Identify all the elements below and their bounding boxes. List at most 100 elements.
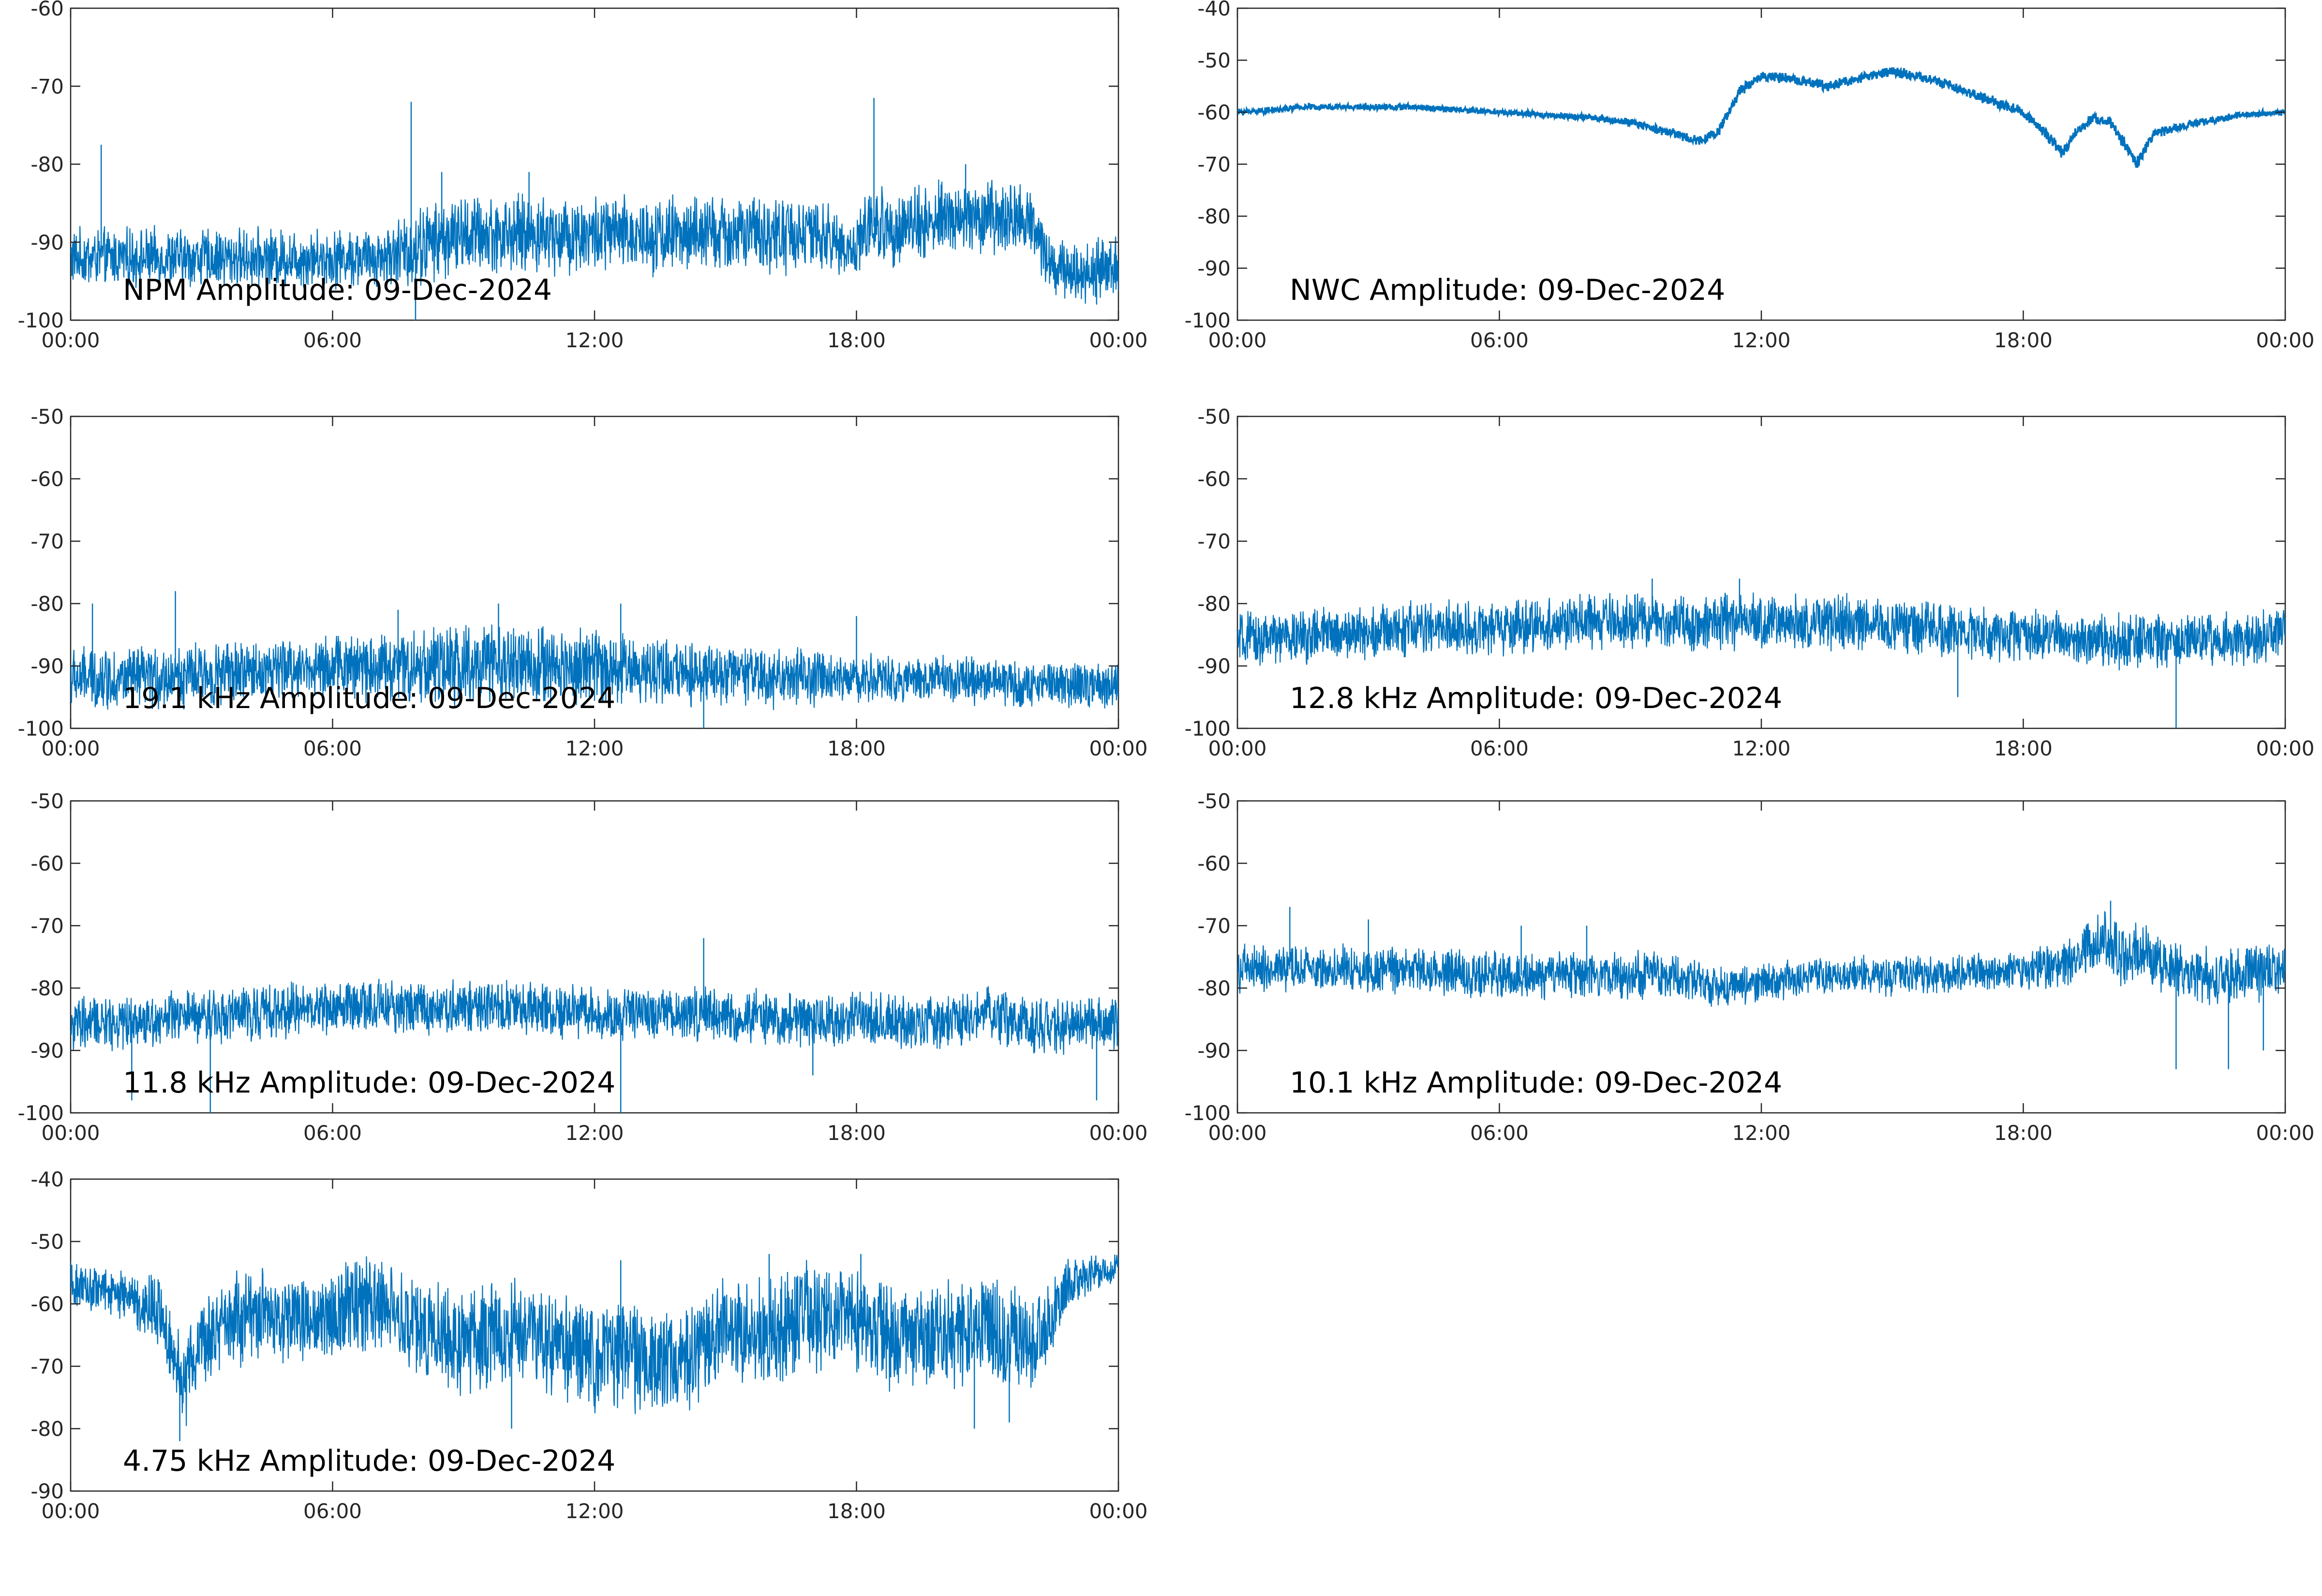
y-tick-label: -100 [1185, 717, 1231, 740]
y-tick-label: -100 [1185, 309, 1231, 332]
chart-title: 10.1 kHz Amplitude: 09-Dec-2024 [1290, 1066, 1782, 1100]
y-tick-label: -100 [1185, 1101, 1231, 1125]
chart-panel-3: 00:00 06:00 12:00 18:00 00:00-100-90-80-70-6… [18, 405, 1148, 760]
y-tick-label: -70 [30, 914, 64, 938]
axes-box [70, 800, 1119, 1114]
data-trace [71, 978, 1118, 1055]
x-tick-label: 06:00 [303, 328, 362, 352]
x-tick-label: 00:00 [2256, 1121, 2314, 1145]
data-trace [71, 179, 1118, 304]
x-tick-label: 06:00 [1470, 737, 1529, 760]
x-tick-label: 18:00 [827, 1121, 886, 1145]
x-tick-label: 00:00 [2256, 328, 2314, 352]
y-tick-label: -60 [1197, 101, 1231, 124]
x-tick-label: 12:00 [565, 737, 624, 760]
y-tick-label: -80 [30, 976, 64, 1000]
x-tick-label: 12:00 [565, 328, 624, 352]
x-tick-label: 00:00 [1208, 328, 1266, 352]
x-tick-label: 12:00 [1732, 1121, 1790, 1145]
y-tick-label: -90 [30, 1479, 64, 1503]
y-tick-label: -60 [30, 1292, 64, 1316]
y-tick-label: -50 [30, 405, 64, 429]
y-tick-label: -50 [30, 789, 64, 813]
axes-box [1236, 415, 2286, 729]
y-tick-label: -100 [18, 1101, 64, 1125]
y-tick-label: -40 [1197, 0, 1231, 20]
y-tick-label: -80 [30, 153, 64, 177]
y-tick-label: -80 [1197, 592, 1231, 616]
x-tick-label: 00:00 [1089, 328, 1147, 352]
x-tick-label: 00:00 [1208, 1121, 1266, 1145]
y-tick-label: -100 [18, 309, 64, 332]
x-tick-label: 12:00 [1732, 737, 1790, 760]
axes-box [1236, 800, 2286, 1114]
y-tick-label: -60 [30, 467, 64, 491]
y-tick-label: -60 [30, 852, 64, 875]
x-tick-label: 00:00 [41, 1121, 100, 1145]
x-tick-label: 06:00 [1470, 328, 1529, 352]
chart-title: 4.75 kHz Amplitude: 09-Dec-2024 [123, 1444, 615, 1478]
y-tick-label: -70 [1197, 914, 1231, 938]
y-tick-label: -60 [30, 0, 64, 20]
y-tick-label: -90 [1197, 654, 1231, 678]
y-tick-label: -50 [30, 1230, 64, 1254]
y-tick-label: -50 [1197, 789, 1231, 813]
x-tick-label: 12:00 [565, 1499, 624, 1523]
x-tick-label: 00:00 [1089, 737, 1147, 760]
x-tick-label: 00:00 [41, 328, 100, 352]
axes-box [1236, 7, 2286, 321]
x-tick-label: 06:00 [1470, 1121, 1529, 1145]
x-tick-label: 00:00 [1089, 1121, 1147, 1145]
x-tick-label: 12:00 [1732, 328, 1790, 352]
y-tick-label: -50 [1197, 405, 1231, 429]
x-tick-label: 12:00 [565, 1121, 624, 1145]
x-tick-label: 00:00 [2256, 737, 2314, 760]
y-tick-label: -70 [30, 74, 64, 98]
y-tick-label: -80 [30, 592, 64, 616]
data-trace [71, 1254, 1118, 1426]
x-tick-label: 00:00 [41, 1499, 100, 1523]
chart-panel-7: 00:00 06:00 12:00 18:00 00:00-90-80-70-60-50… [30, 1167, 1147, 1523]
y-tick-label: -90 [1197, 257, 1231, 281]
y-tick-label: -70 [1197, 153, 1231, 177]
y-tick-label: -100 [18, 717, 64, 740]
x-tick-label: 18:00 [1994, 737, 2053, 760]
y-tick-label: -80 [1197, 205, 1231, 228]
chart-title: NPM Amplitude: 09-Dec-2024 [123, 273, 552, 307]
y-tick-label: -90 [30, 654, 64, 678]
x-tick-label: 06:00 [303, 1499, 362, 1523]
y-tick-label: -70 [1197, 530, 1231, 553]
chart-panel-2: 00:00 06:00 12:00 18:00 00:00-100-90-80-70-6… [1185, 0, 2315, 352]
chart-panel-6: 00:00 06:00 12:00 18:00 00:00-100-90-80-70-6… [1185, 789, 2315, 1145]
x-tick-label: 18:00 [827, 1499, 886, 1523]
x-tick-label: 18:00 [827, 328, 886, 352]
y-tick-label: -80 [1197, 976, 1231, 1000]
chart-panel-4: 00:00 06:00 12:00 18:00 00:00-100-90-80-70-6… [1185, 405, 2315, 760]
chart-title: NWC Amplitude: 09-Dec-2024 [1290, 273, 1725, 307]
data-trace [71, 624, 1118, 710]
x-tick-label: 00:00 [41, 737, 100, 760]
x-tick-label: 18:00 [1994, 1121, 2053, 1145]
chart-title: 12.8 kHz Amplitude: 09-Dec-2024 [1290, 681, 1782, 715]
y-tick-label: -90 [1197, 1039, 1231, 1063]
x-tick-label: 06:00 [303, 1121, 362, 1145]
chart-panel-5: 00:00 06:00 12:00 18:00 00:00-100-90-80-70-6… [18, 789, 1148, 1145]
x-tick-label: 18:00 [1994, 328, 2053, 352]
data-trace [1237, 67, 2285, 168]
y-tick-label: -60 [1197, 852, 1231, 875]
chart-panel-1: 00:00 06:00 12:00 18:00 00:00-100-90-80-70-6… [18, 0, 1148, 352]
y-tick-label: -50 [1197, 49, 1231, 73]
x-tick-label: 18:00 [827, 737, 886, 760]
y-tick-label: -70 [30, 1355, 64, 1378]
y-tick-label: -70 [30, 530, 64, 553]
chart-title: 11.8 kHz Amplitude: 09-Dec-2024 [123, 1066, 615, 1100]
data-trace [1237, 592, 2285, 671]
y-tick-label: -80 [30, 1417, 64, 1441]
y-tick-label: -60 [1197, 467, 1231, 491]
x-tick-label: 06:00 [303, 737, 362, 760]
y-tick-label: -40 [30, 1167, 64, 1191]
y-tick-label: -90 [30, 1039, 64, 1063]
x-tick-label: 00:00 [1089, 1499, 1147, 1523]
x-tick-label: 00:00 [1208, 737, 1266, 760]
